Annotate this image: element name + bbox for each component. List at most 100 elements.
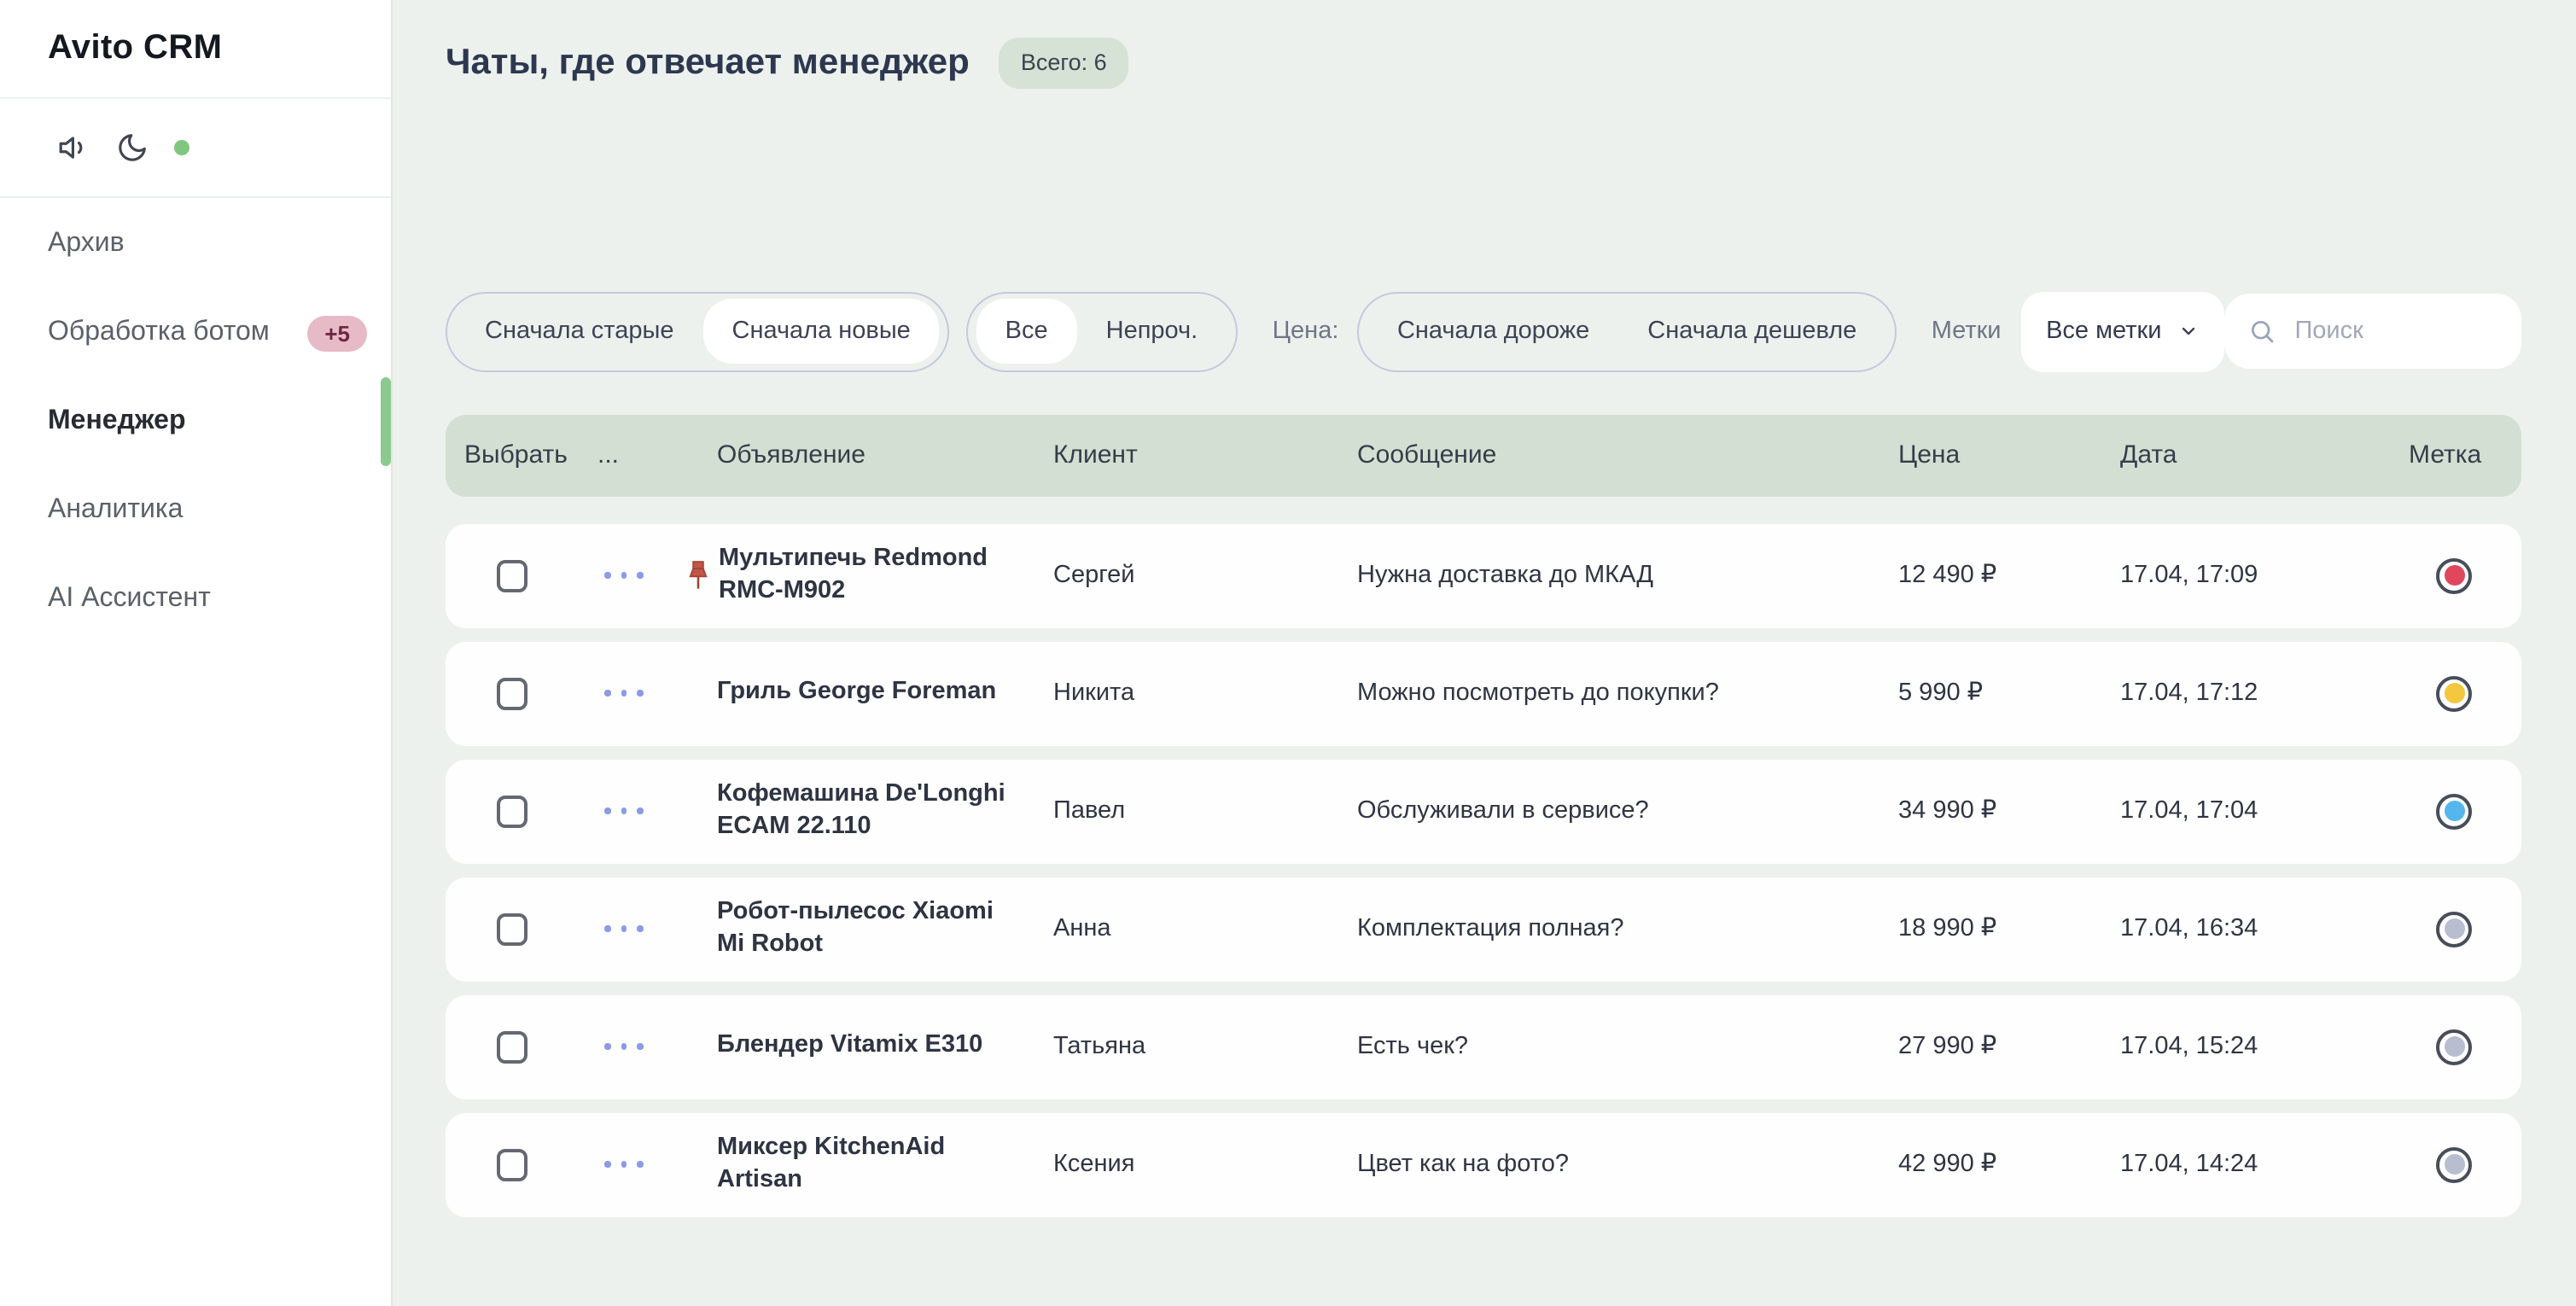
column-header-date: Дата: [2120, 440, 2177, 469]
active-item-indicator: [381, 377, 391, 466]
date: 17.04, 17:12: [2120, 679, 2258, 707]
table-row[interactable]: Робот-пылесос Xiaomi Mi Robot Анна Компл…: [446, 877, 2521, 981]
price-filter-label: Цена:: [1272, 318, 1339, 345]
date: 17.04, 17:04: [2120, 797, 2258, 825]
labels-filter-label: Метки: [1931, 318, 2002, 345]
price: 18 990 ₽: [1898, 915, 1997, 942]
price-sort-toggle: Сначала дороже Сначала дешевле: [1357, 291, 1897, 371]
date: 17.04, 16:34: [2120, 915, 2258, 942]
date: 17.04, 15:24: [2120, 1033, 2258, 1060]
column-header-actions: ...: [597, 440, 620, 469]
sidebar: Avito CRM Архив Обработка ботом +5 Менед…: [0, 0, 393, 1306]
price: 12 490 ₽: [1898, 562, 1997, 589]
column-header-select: Выбрать: [464, 440, 568, 469]
table-row[interactable]: Миксер KitchenAid Artisan Ксения Цвет ка…: [446, 1112, 2521, 1216]
page-header: Чаты, где отвечает менеджер Всего: 6: [446, 38, 2521, 88]
last-message: Можно посмотреть до покупки?: [1357, 679, 1719, 707]
sidebar-item-archive[interactable]: Архив: [0, 200, 391, 289]
column-header-ad: Объявление: [717, 440, 865, 469]
filter-bar: Сначала старые Сначала новые Все Непроч.…: [446, 291, 2521, 371]
client-name: Павел: [1053, 797, 1126, 825]
label-indicator[interactable]: [2436, 793, 2472, 829]
sidebar-toolbar: [0, 99, 391, 198]
row-actions-button[interactable]: [579, 1043, 698, 1050]
sidebar-item-bot-processing[interactable]: Обработка ботом +5: [0, 289, 391, 377]
last-message: Есть чек?: [1357, 1033, 1469, 1060]
last-message: Комплектация полная?: [1357, 915, 1624, 942]
row-checkbox[interactable]: [497, 1030, 527, 1063]
app-logo: Avito CRM: [0, 0, 391, 99]
column-header-client: Клиент: [1053, 440, 1138, 469]
row-checkbox[interactable]: [497, 677, 527, 709]
row-checkbox[interactable]: [497, 912, 527, 945]
row-checkbox[interactable]: [497, 559, 527, 592]
search-box: [2224, 294, 2521, 369]
sidebar-menu: Архив Обработка ботом +5 Менеджер Аналит…: [0, 198, 391, 644]
search-icon: [2252, 321, 2274, 343]
filter-unread-button[interactable]: Непроч.: [1105, 318, 1198, 345]
sidebar-item-label: Менеджер: [48, 406, 186, 435]
table-header: Выбрать ... Объявление Клиент Сообщение …: [446, 414, 2521, 496]
filter-all-button[interactable]: Все: [976, 299, 1077, 364]
row-checkbox[interactable]: [497, 1148, 527, 1181]
row-actions-button[interactable]: [579, 925, 698, 932]
client-name: Анна: [1053, 915, 1111, 942]
read-filter-toggle: Все Непроч.: [965, 291, 1238, 371]
last-message: Обслуживали в сервисе?: [1357, 797, 1649, 825]
label-indicator[interactable]: [2436, 911, 2472, 947]
label-indicator[interactable]: [2436, 1029, 2472, 1064]
sidebar-item-label: Аналитика: [48, 495, 184, 524]
ad-title: Блендер Vitamix E310: [717, 1031, 983, 1059]
price: 27 990 ₽: [1898, 1033, 1997, 1060]
label-indicator[interactable]: [2436, 1146, 2472, 1182]
price-cheap-first-button[interactable]: Сначала дешевле: [1647, 318, 1857, 345]
price: 34 990 ₽: [1898, 797, 1997, 825]
labels-dropdown[interactable]: Все метки: [2020, 291, 2225, 371]
sidebar-item-label: AI Ассистент: [48, 584, 211, 613]
unread-count-badge: +5: [307, 315, 367, 351]
moon-icon[interactable]: [116, 131, 149, 164]
row-actions-button[interactable]: [579, 572, 698, 579]
sidebar-item-analytics[interactable]: Аналитика: [0, 466, 391, 555]
sort-newest-button[interactable]: Сначала новые: [702, 299, 940, 364]
label-indicator[interactable]: [2436, 557, 2472, 593]
row-checkbox[interactable]: [497, 795, 527, 827]
ad-title: Кофемашина De'Longhi ECAM 22.110: [717, 779, 1005, 840]
price-expensive-first-button[interactable]: Сначала дороже: [1396, 318, 1590, 345]
table-row[interactable]: Мультипечь Redmond RMC-M902 Сергей Нужна…: [446, 523, 2521, 627]
last-message: Нужна доставка до МКАД: [1357, 562, 1654, 589]
sidebar-item-label: Архив: [48, 229, 125, 258]
search-input[interactable]: [2291, 316, 2497, 347]
page-title: Чаты, где отвечает менеджер: [446, 42, 970, 82]
row-actions-button[interactable]: [579, 1161, 698, 1168]
date: 17.04, 17:09: [2120, 562, 2258, 589]
labels-dropdown-value: Все метки: [2046, 318, 2162, 345]
column-header-label: Метка: [2409, 440, 2482, 469]
label-indicator[interactable]: [2436, 675, 2472, 711]
sidebar-item-manager[interactable]: Менеджер: [0, 377, 391, 466]
sort-oldest-button[interactable]: Сначала старые: [485, 318, 674, 345]
chats-table: Выбрать ... Объявление Клиент Сообщение …: [446, 414, 2521, 1216]
chevron-down-icon: [2183, 327, 2195, 335]
table-row[interactable]: Гриль George Foreman Никита Можно посмот…: [446, 641, 2521, 745]
column-header-price: Цена: [1898, 440, 1961, 469]
sidebar-item-ai-assistant[interactable]: AI Ассистент: [0, 555, 391, 644]
client-name: Никита: [1053, 679, 1135, 707]
ad-title: Мультипечь Redmond RMC-M902: [719, 544, 988, 604]
row-actions-button[interactable]: [579, 690, 698, 697]
row-actions-button[interactable]: [579, 808, 698, 814]
pin-icon: [689, 560, 708, 588]
price: 42 990 ₽: [1898, 1151, 1997, 1178]
sound-icon[interactable]: [58, 131, 90, 164]
table-row[interactable]: Блендер Vitamix E310 Татьяна Есть чек? 2…: [446, 994, 2521, 1099]
sidebar-item-label: Обработка ботом: [48, 318, 270, 347]
column-header-message: Сообщение: [1357, 440, 1497, 469]
sort-order-toggle: Сначала старые Сначала новые: [446, 291, 950, 371]
client-name: Ксения: [1053, 1151, 1135, 1178]
table-row[interactable]: Кофемашина De'Longhi ECAM 22.110 Павел О…: [446, 759, 2521, 863]
price: 5 990 ₽: [1898, 679, 1984, 707]
last-message: Цвет как на фото?: [1357, 1151, 1570, 1178]
client-name: Татьяна: [1053, 1033, 1146, 1060]
total-count-badge: Всего: 6: [998, 38, 1129, 88]
